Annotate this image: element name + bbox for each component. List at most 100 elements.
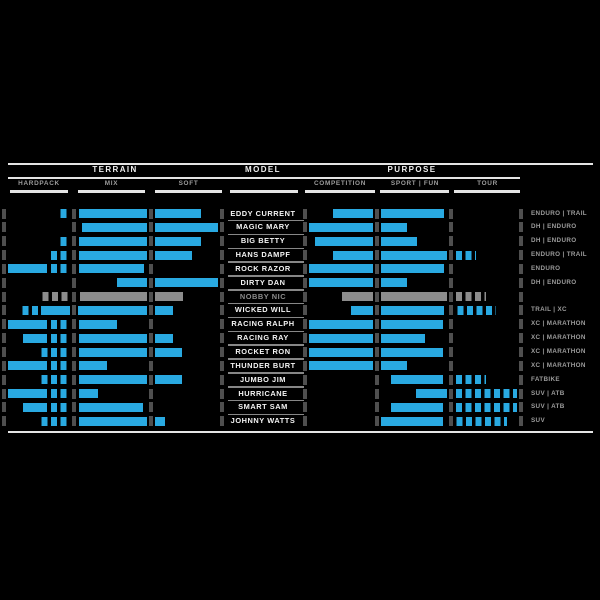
bar-segment (80, 292, 183, 302)
bar-segment (305, 222, 407, 232)
column-rule-sport-fun (380, 190, 449, 193)
model-row-divider (228, 289, 304, 291)
bar-segment (391, 375, 443, 385)
column-tick (446, 402, 455, 413)
column-tick (372, 236, 381, 247)
bar-segment (333, 250, 450, 260)
model-name: ROCK RAZOR (235, 263, 291, 273)
column-tick (69, 333, 78, 344)
bar-segment-dashed (59, 209, 76, 218)
column-tick (372, 319, 381, 330)
column-tick (146, 374, 155, 385)
column-tick (0, 250, 8, 261)
bar-segment (4, 319, 47, 329)
column-rule-tour (454, 190, 520, 193)
column-tick (146, 360, 155, 371)
bar-segment (79, 375, 182, 385)
model-row-divider (228, 219, 304, 222)
column-tick (446, 374, 455, 385)
column-tick (516, 236, 525, 247)
column-tick (300, 388, 309, 399)
category-label: SUV | ATB (531, 389, 565, 397)
column-tick (300, 374, 309, 385)
column-tick (372, 388, 381, 399)
column-tick (516, 250, 525, 261)
column-tick (300, 250, 309, 261)
column-tick (69, 305, 78, 316)
column-tick (516, 388, 525, 399)
model-name: RACING RAY (237, 333, 289, 343)
column-tick (69, 236, 78, 247)
column-rule-competition (305, 190, 375, 193)
column-tick (516, 208, 525, 219)
column-tick (146, 402, 155, 413)
top-rule (8, 162, 593, 165)
bar-segment-dashed (456, 402, 518, 412)
model-name: WICKED WILL (234, 305, 292, 315)
bar-segment-dashed (49, 264, 76, 274)
column-tick (372, 416, 381, 427)
bar-segment (41, 305, 173, 315)
column-tick (516, 402, 525, 413)
bar-segment-dashed (456, 389, 518, 399)
column-tick (0, 402, 8, 413)
model-row-divider (228, 330, 304, 333)
column-tick (372, 374, 381, 385)
bar-segment-dashed (40, 375, 76, 385)
category-label: ENDURO | TRAIL (531, 209, 587, 217)
category-label: XC | MARATHON (531, 320, 586, 328)
column-tick (69, 360, 78, 371)
column-tick (446, 291, 455, 302)
bar-segment (416, 389, 450, 399)
column-tick (0, 305, 8, 316)
column-tick (516, 416, 525, 427)
column-tick (218, 208, 226, 219)
bar-segment (333, 209, 444, 218)
model-row-divider (228, 399, 304, 402)
bar-segment (23, 333, 47, 343)
column-tick (0, 416, 8, 427)
model-row-divider (228, 302, 304, 305)
column-tick (516, 333, 525, 344)
column-tick (372, 333, 381, 344)
bar-segment (79, 319, 117, 329)
column-tick (300, 291, 309, 302)
bar-segment (79, 250, 192, 260)
column-tick (0, 347, 8, 357)
column-tick (146, 416, 155, 427)
column-tick (372, 305, 381, 316)
category-label: TRAIL | XC (531, 306, 567, 314)
column-tick (218, 291, 226, 302)
column-tick (300, 208, 309, 219)
column-tick (0, 319, 8, 330)
column-tick (218, 360, 226, 371)
column-tick (0, 388, 8, 399)
column-tick (146, 347, 155, 357)
column-tick (218, 222, 226, 233)
column-tick (516, 347, 525, 357)
column-tick (516, 319, 525, 330)
bar-segment-dashed (40, 416, 76, 426)
column-rule-mix (78, 190, 145, 193)
column-tick (516, 374, 525, 385)
bar-segment (79, 333, 173, 343)
model-row-divider (228, 413, 304, 416)
bar-segment-dashed (49, 333, 76, 343)
model-row-divider (228, 247, 304, 250)
model-name: JOHNNY WATTS (230, 416, 296, 426)
bar-segment-dashed (49, 361, 76, 371)
bar-segment-dashed (21, 305, 38, 315)
column-rule-hardpack (10, 190, 68, 193)
subheader-tour: TOUR (477, 180, 498, 187)
bar-segment-dashed (456, 375, 486, 385)
subheader-competition: COMPETITION (313, 180, 367, 187)
column-tick (0, 222, 8, 233)
model-header: MODEL (245, 165, 281, 174)
column-tick (372, 360, 381, 371)
column-rule-soft (155, 190, 222, 193)
column-tick (218, 402, 226, 413)
category-label: DH | ENDURO (531, 223, 577, 231)
column-tick (372, 250, 381, 261)
bar-segment (5, 264, 47, 274)
column-tick (218, 347, 226, 357)
